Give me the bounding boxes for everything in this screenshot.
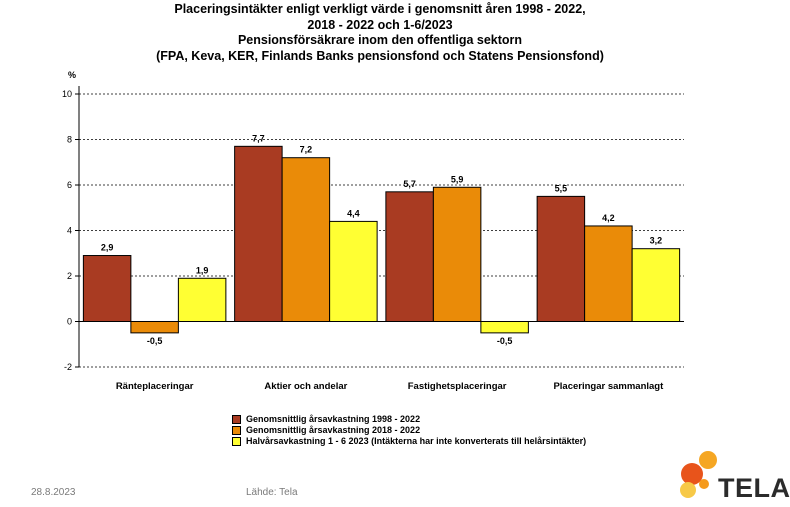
bar bbox=[177, 277, 227, 322]
legend-label: Halvårsavkastning 1 - 6 2023 (Intäkterna… bbox=[246, 436, 587, 446]
legend-item-halvar-2023: Halvårsavkastning 1 - 6 2023 (Intäkterna… bbox=[232, 436, 586, 447]
data-label: 1,9 bbox=[196, 265, 209, 275]
title-line-2: 2018 - 2022 och 1-6/2023 bbox=[307, 17, 453, 32]
title-line-1: Placeringsintäkter enligt verkligt värde… bbox=[174, 2, 586, 16]
bar bbox=[536, 195, 586, 322]
data-label: 7,2 bbox=[300, 145, 313, 155]
bar bbox=[385, 191, 434, 322]
bar bbox=[584, 225, 633, 322]
legend: Genomsnittlig årsavkastning 1998 - 2022 … bbox=[232, 414, 586, 447]
bar bbox=[234, 145, 283, 322]
x-tick-label: Aktier och andelar bbox=[264, 381, 347, 392]
bar bbox=[82, 255, 132, 322]
y-tick-label: 8 bbox=[67, 135, 72, 145]
y-tick-label: 6 bbox=[67, 180, 72, 190]
data-label: 5,9 bbox=[451, 174, 464, 184]
data-label: 4,4 bbox=[347, 208, 360, 218]
data-label: 7,7 bbox=[252, 133, 265, 143]
bar bbox=[130, 321, 179, 334]
bar bbox=[281, 157, 331, 322]
data-label: 5,7 bbox=[403, 179, 416, 189]
footer-source: Lähde: Tela bbox=[246, 487, 298, 498]
legend-swatch bbox=[232, 426, 241, 435]
logo-text: TELA bbox=[718, 473, 790, 503]
bar-chart: -2 0 2 4 6 8 10% 2,9 -0,5 1,9 Ränteplaceringar 7,7 7… bbox=[62, 70, 684, 392]
title-line-4: (FPA, Keva, KER, Finlands Banks pensions… bbox=[156, 48, 604, 63]
bar bbox=[480, 321, 529, 334]
tela-logo-icon bbox=[680, 451, 717, 498]
x-tick-label: Ränteplaceringar bbox=[116, 381, 194, 392]
footer-date: 28.8.2023 bbox=[31, 487, 76, 498]
y-tick-label: 2 bbox=[67, 271, 72, 281]
legend-swatch bbox=[232, 437, 241, 446]
chart-title: Placeringsintäkter enligt verkligt värde… bbox=[0, 2, 760, 64]
y-tick-label: 10 bbox=[62, 89, 72, 99]
data-label: 5,5 bbox=[555, 183, 568, 193]
data-label: -0,5 bbox=[497, 336, 513, 346]
y-tick-label: -2 bbox=[64, 362, 72, 372]
legend-label: Genomsnittlig årsavkastning 1998 - 2022 bbox=[246, 414, 421, 424]
legend-swatch bbox=[232, 415, 241, 424]
y-tick-label: 0 bbox=[67, 317, 72, 327]
title-line-3: Pensionsförsäkrare inom den offentliga s… bbox=[237, 33, 523, 47]
data-label: 3,2 bbox=[650, 236, 663, 246]
legend-label: Genomsnittlig årsavkastning 2018 - 2022 bbox=[246, 425, 421, 435]
data-label: -0,5 bbox=[147, 336, 163, 346]
bar bbox=[432, 186, 482, 322]
y-axis-label: % bbox=[68, 70, 76, 80]
legend-item-2018-2022: Genomsnittlig årsavkastning 2018 - 2022 bbox=[232, 425, 586, 436]
bar bbox=[329, 220, 378, 322]
bar bbox=[631, 248, 681, 322]
data-label: 4,2 bbox=[602, 213, 615, 223]
data-label: 2,9 bbox=[101, 243, 114, 253]
x-tick-label: Placeringar sammanlagt bbox=[553, 381, 664, 392]
x-tick-label: Fastighetsplaceringar bbox=[408, 381, 507, 392]
legend-item-1998-2022: Genomsnittlig årsavkastning 1998 - 2022 bbox=[232, 414, 586, 425]
y-tick-label: 4 bbox=[67, 226, 72, 236]
